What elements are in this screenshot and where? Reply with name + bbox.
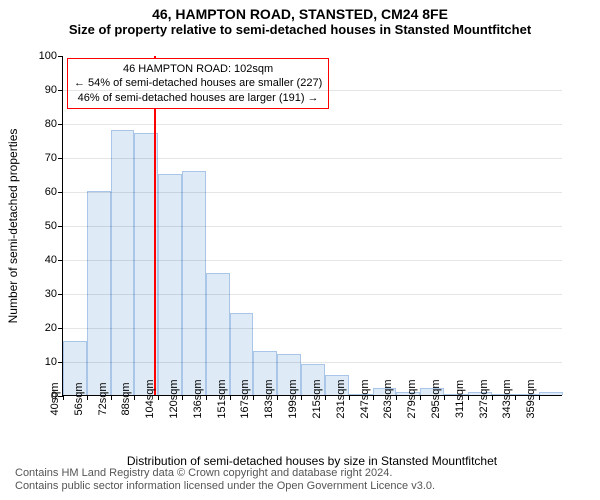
y-tick-label: 90 xyxy=(45,84,57,96)
x-tick-label: 136sqm xyxy=(192,379,204,418)
footer-line-1: Contains HM Land Registry data © Crown c… xyxy=(15,467,435,481)
x-tick-label: 263sqm xyxy=(382,379,394,418)
y-tick-mark xyxy=(58,56,63,57)
page-subtitle: Size of property relative to semi-detach… xyxy=(0,22,600,37)
callout-line-3: 46% of semi-detached houses are larger (… xyxy=(74,91,322,105)
y-tick-label: 20 xyxy=(45,322,57,334)
x-tick-mark xyxy=(277,395,278,400)
x-tick-label: 327sqm xyxy=(478,379,490,418)
y-tick-label: 70 xyxy=(45,152,57,164)
gridline xyxy=(63,124,562,126)
gridline xyxy=(63,158,562,160)
gridline xyxy=(63,362,562,364)
x-tick-label: 295sqm xyxy=(430,379,442,418)
x-tick-mark xyxy=(134,395,135,400)
x-tick-mark xyxy=(63,395,64,400)
y-tick-mark xyxy=(58,90,63,91)
x-tick-label: 56sqm xyxy=(73,382,85,415)
x-tick-mark xyxy=(182,395,183,400)
y-tick-mark xyxy=(58,328,63,329)
x-tick-label: 72sqm xyxy=(97,382,109,415)
x-tick-mark xyxy=(325,395,326,400)
y-tick-mark xyxy=(58,362,63,363)
callout-line-2: ← 54% of semi-detached houses are smalle… xyxy=(74,76,322,90)
x-tick-mark xyxy=(87,395,88,400)
histogram-bar xyxy=(539,392,563,395)
x-tick-label: 247sqm xyxy=(359,379,371,418)
x-tick-mark xyxy=(349,395,350,400)
y-tick-label: 80 xyxy=(45,118,57,130)
x-tick-mark xyxy=(206,395,207,400)
x-tick-label: 279sqm xyxy=(406,379,418,418)
gridline xyxy=(63,260,562,262)
x-tick-label: 88sqm xyxy=(120,382,132,415)
y-tick-mark xyxy=(58,124,63,125)
x-tick-label: 359sqm xyxy=(525,379,537,418)
x-tick-mark xyxy=(111,395,112,400)
page-title: 46, HAMPTON ROAD, STANSTED, CM24 8FE xyxy=(0,0,600,22)
footer-line-2: Contains public sector information licen… xyxy=(15,480,435,494)
y-tick-label: 40 xyxy=(45,254,57,266)
plot-area: Number of semi-detached properties 46 HA… xyxy=(62,56,562,396)
histogram-bar xyxy=(87,191,111,395)
y-tick-mark xyxy=(58,158,63,159)
x-tick-mark xyxy=(301,395,302,400)
y-tick-mark xyxy=(58,260,63,261)
histogram-bar xyxy=(206,273,230,395)
gridline xyxy=(63,328,562,330)
chart-container: 46, HAMPTON ROAD, STANSTED, CM24 8FE Siz… xyxy=(0,0,600,500)
gridline xyxy=(63,90,562,92)
y-tick-label: 10 xyxy=(45,356,57,368)
y-tick-mark xyxy=(58,192,63,193)
x-tick-mark xyxy=(396,395,397,400)
x-tick-mark xyxy=(492,395,493,400)
y-tick-mark xyxy=(58,294,63,295)
x-tick-mark xyxy=(444,395,445,400)
y-tick-label: 60 xyxy=(45,186,57,198)
x-tick-label: 167sqm xyxy=(239,379,251,418)
x-tick-mark xyxy=(539,395,540,400)
x-tick-mark xyxy=(158,395,159,400)
x-tick-mark xyxy=(420,395,421,400)
x-tick-label: 104sqm xyxy=(144,379,156,418)
x-tick-label: 151sqm xyxy=(216,379,228,418)
gridline xyxy=(63,192,562,194)
x-tick-mark xyxy=(230,395,231,400)
x-tick-label: 231sqm xyxy=(335,379,347,418)
y-tick-mark xyxy=(58,226,63,227)
footer-attribution: Contains HM Land Registry data © Crown c… xyxy=(15,467,435,495)
x-tick-label: 343sqm xyxy=(501,379,513,418)
y-tick-label: 50 xyxy=(45,220,57,232)
callout-box: 46 HAMPTON ROAD: 102sqm ← 54% of semi-de… xyxy=(67,58,329,109)
x-tick-mark xyxy=(253,395,254,400)
y-axis-label: Number of semi-detached properties xyxy=(6,128,20,323)
gridline xyxy=(63,294,562,296)
x-tick-label: 40sqm xyxy=(49,382,61,415)
x-tick-label: 199sqm xyxy=(287,379,299,418)
x-tick-label: 183sqm xyxy=(263,379,275,418)
y-tick-label: 100 xyxy=(39,50,57,62)
x-tick-label: 120sqm xyxy=(168,379,180,418)
callout-line-1: 46 HAMPTON ROAD: 102sqm xyxy=(74,62,322,76)
x-tick-label: 215sqm xyxy=(311,379,323,418)
gridline xyxy=(63,226,562,228)
x-tick-mark xyxy=(468,395,469,400)
histogram-bar xyxy=(111,130,135,395)
x-tick-label: 311sqm xyxy=(454,380,466,418)
x-tick-mark xyxy=(373,395,374,400)
y-tick-label: 30 xyxy=(45,288,57,300)
x-tick-mark xyxy=(515,395,516,400)
